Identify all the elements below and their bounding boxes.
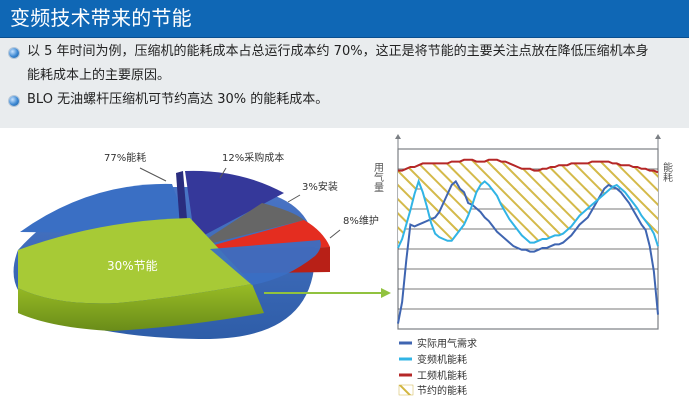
pie-connector [264, 288, 391, 298]
savings-connector-arrow-icon [381, 288, 391, 298]
callout-line-install [287, 194, 301, 203]
header-bar: 变频技术带来的节能 [0, 0, 689, 38]
diagram-area: 77%能耗 12%采购成本 3%安装 8%维护 30%节能 [0, 128, 689, 417]
savings-area [398, 159, 658, 248]
series-demand [397, 179, 659, 324]
label-savings: 30%节能 [107, 259, 158, 273]
callout-line-maintenance [329, 229, 341, 239]
line-chart-panel: 用气量 能耗 [372, 134, 673, 330]
pie-chart [13, 170, 330, 339]
label-purchase: 12%采购成本 [222, 151, 284, 164]
series-fixed-energy [398, 158, 659, 174]
legend-savings-label: 节约的能耗 [417, 384, 467, 397]
bullet-icon [9, 48, 19, 58]
page-title: 变频技术带来的节能 [10, 6, 192, 30]
pie-slice-maintenance [200, 220, 330, 249]
bullet-text-1: 以 5 年时间为例，压缩机的能耗成本占总运行成本约 70%，这正是将节能的主要关… [27, 44, 649, 59]
left-axis-arrow-icon [395, 134, 401, 139]
pie-slice-purchase [185, 170, 284, 240]
legend-vfd-label: 变频机能耗 [417, 353, 467, 366]
label-install: 3%安装 [302, 180, 338, 193]
label-energy: 77%能耗 [104, 151, 146, 164]
callout-line-energy [139, 167, 167, 182]
left-axis-label: 用气量 [372, 162, 384, 192]
legend-fixed-label: 工频机能耗 [417, 369, 467, 382]
pie-slice-savings [18, 218, 252, 304]
pie-slice-savings-side [18, 284, 264, 331]
callout-line-purchase [219, 167, 227, 179]
bullet-text-3: BLO 无油螺杆压缩机可节约高达 30% 的能耗成本。 [27, 92, 329, 107]
bullet-text-2: 能耗成本上的主要原因。 [27, 68, 171, 83]
pie-callouts: 77%能耗 12%采购成本 3%安装 8%维护 30%节能 [104, 151, 379, 273]
right-axis-arrow-icon [655, 134, 661, 139]
series-vfd-energy [397, 178, 659, 249]
summary-box: 以 5 年时间为例，压缩机的能耗成本占总运行成本约 70%，这正是将节能的主要关… [0, 38, 689, 128]
bullet-icon [9, 96, 19, 106]
label-maintenance: 8%维护 [343, 214, 379, 227]
pie-slice-install [193, 203, 304, 248]
pie-gap-right [210, 240, 321, 285]
legend-demand-label: 实际用气需求 [417, 337, 477, 350]
right-axis-label: 能耗 [661, 161, 673, 183]
chart-legend: 实际用气需求 变频机能耗 工频机能耗 节约的能耗 [398, 337, 477, 397]
diagram-svg: 77%能耗 12%采购成本 3%安装 8%维护 30%节能 [13, 134, 673, 397]
legend-savings-swatch [398, 384, 414, 396]
